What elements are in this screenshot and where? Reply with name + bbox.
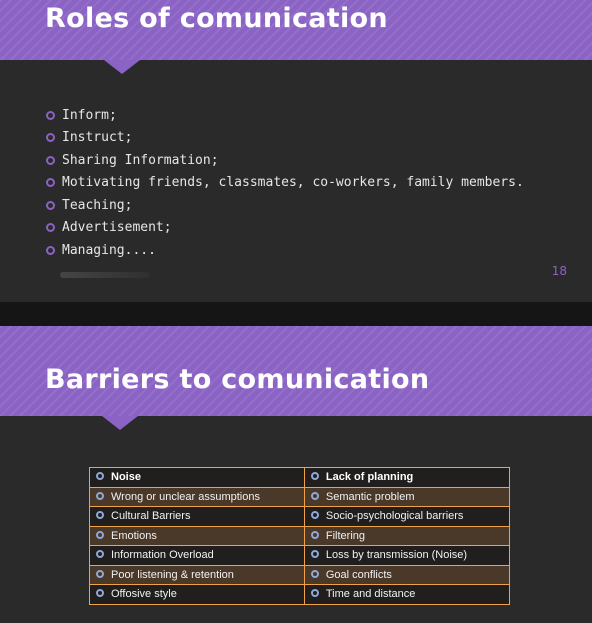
title-banner	[0, 0, 592, 60]
slide-title: Roles of comunication	[45, 3, 388, 34]
slide-gap	[0, 302, 592, 326]
bullet-ring-icon	[46, 110, 55, 120]
bullet-text: Motivating friends, classmates, co-worke…	[62, 175, 524, 191]
bullet-item: Teaching;	[46, 194, 524, 217]
table-cell: Noise	[89, 467, 305, 488]
bullet-item: Instruct;	[46, 127, 524, 150]
table-row: Poor listening & retention Goal conflict…	[89, 564, 511, 585]
bullet-ring-icon	[96, 589, 104, 598]
bullet-ring-icon	[310, 589, 319, 598]
barriers-table: Noise Lack of planning Wrong or unclear …	[89, 467, 511, 605]
table-cell: Semantic problem	[303, 486, 511, 507]
table-cell: Socio-psychological barriers	[303, 506, 511, 527]
slide-barriers: Barriers to comunication Noise Lack of p…	[0, 326, 592, 623]
bullet-item: Sharing Information;	[46, 149, 524, 172]
table-cell: Loss by transmission (Noise)	[303, 545, 511, 566]
table-cell: Emotions	[89, 525, 305, 546]
bullet-ring-icon	[46, 200, 55, 210]
table-row: Wrong or unclear assumptions Semantic pr…	[89, 486, 511, 507]
bullet-ring-icon	[310, 530, 319, 539]
banner-notch	[102, 416, 138, 430]
table-cell: Offosive style	[89, 584, 305, 605]
bullet-ring-icon	[46, 155, 55, 165]
bullet-ring-icon	[96, 491, 104, 500]
bullet-text: Advertisement;	[62, 220, 172, 236]
bullet-item: Motivating friends, classmates, co-worke…	[46, 172, 524, 195]
table-cell: Wrong or unclear assumptions	[89, 486, 305, 507]
table-row: Offosive style Time and distance	[89, 584, 511, 605]
bullet-ring-icon	[46, 178, 55, 188]
bullet-ring-icon	[46, 245, 55, 255]
bullet-ring-icon	[310, 472, 319, 481]
bullet-ring-icon	[96, 472, 104, 481]
table-row: Emotions Filtering	[89, 525, 511, 546]
bullet-text: Managing....	[62, 242, 156, 258]
slide-roles: Roles of comunication Inform; Instruct; …	[0, 0, 592, 302]
bullet-ring-icon	[310, 491, 319, 500]
page-number: 18	[551, 264, 567, 278]
table-cell: Lack of planning	[303, 467, 511, 488]
bullet-item: Managing....	[46, 239, 524, 262]
bullet-text: Teaching;	[62, 197, 133, 213]
title-banner	[0, 326, 592, 416]
bullet-ring-icon	[310, 550, 319, 559]
bullet-ring-icon	[96, 511, 104, 520]
blurred-smudge	[60, 272, 150, 278]
bullet-ring-icon	[310, 569, 319, 578]
slide-title: Barriers to comunication	[45, 364, 430, 395]
table-cell: Filtering	[303, 525, 511, 546]
table-cell: Goal conflicts	[303, 564, 511, 585]
table-cell: Poor listening & retention	[89, 564, 305, 585]
bullet-item: Inform;	[46, 104, 524, 127]
bullet-text: Sharing Information;	[62, 152, 219, 168]
bullet-ring-icon	[96, 569, 104, 578]
bullet-ring-icon	[46, 223, 55, 233]
table-cell: Information Overload	[89, 545, 305, 566]
bullet-item: Advertisement;	[46, 217, 524, 240]
bullet-ring-icon	[310, 511, 319, 520]
bullet-ring-icon	[96, 530, 104, 539]
bullet-text: Inform;	[62, 107, 117, 123]
bullet-ring-icon	[46, 133, 55, 143]
table-row: Information Overload Loss by transmissio…	[89, 545, 511, 566]
table-cell: Time and distance	[303, 584, 511, 605]
table-row: Noise Lack of planning	[89, 467, 511, 488]
table-cell: Cultural Barriers	[89, 506, 305, 527]
bullet-ring-icon	[96, 550, 104, 559]
table-row: Cultural Barriers Socio-psychological ba…	[89, 506, 511, 527]
banner-notch	[104, 60, 140, 74]
bullet-text: Instruct;	[62, 130, 133, 146]
bullet-list: Inform; Instruct; Sharing Information; M…	[46, 104, 524, 262]
